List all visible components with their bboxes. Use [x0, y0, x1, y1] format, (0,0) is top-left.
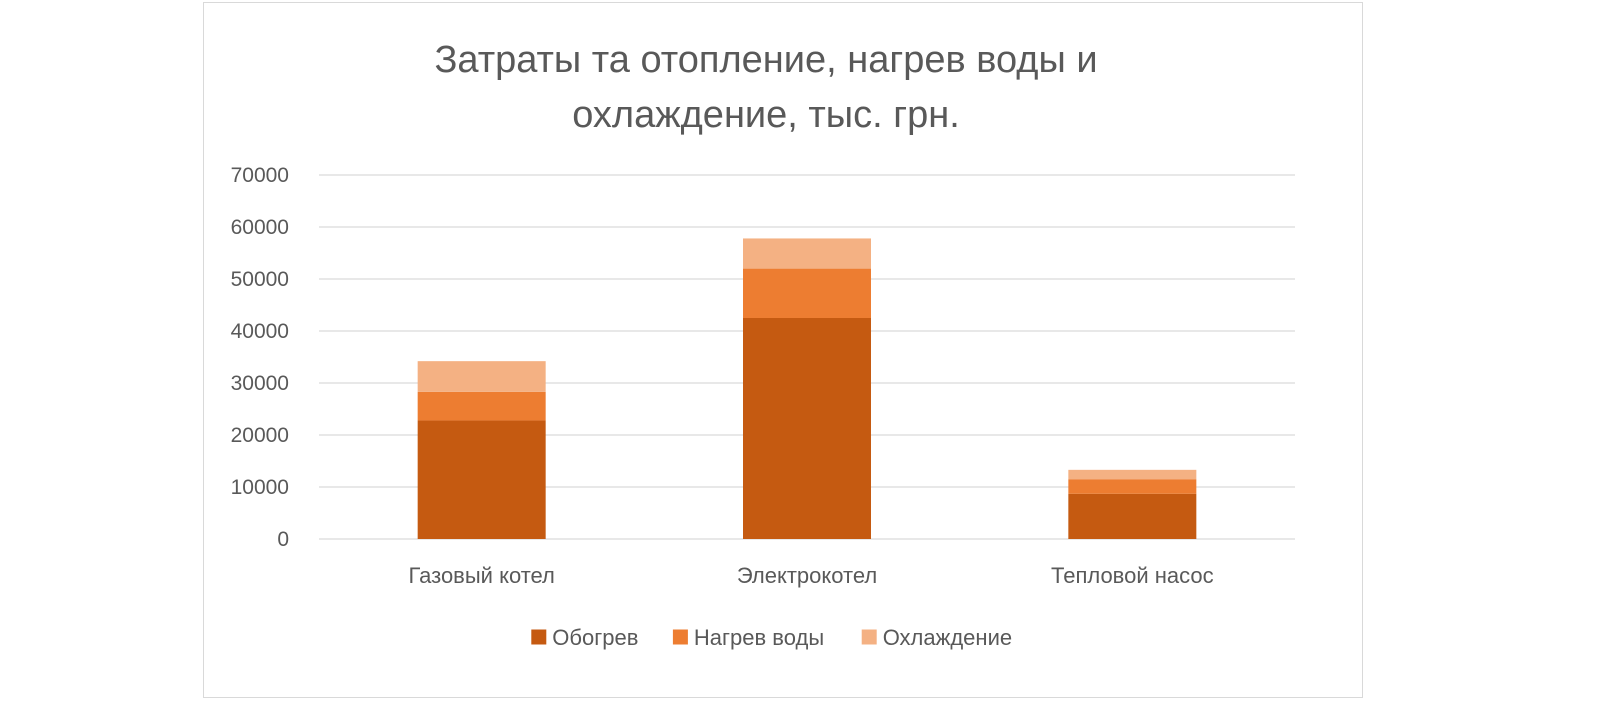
bar-segment	[417, 420, 546, 539]
x-category-label: Тепловой насос	[1051, 563, 1214, 588]
bar-segment	[1068, 479, 1197, 494]
bar-segment	[743, 268, 871, 318]
y-tick-label: 0	[277, 528, 289, 551]
chart-title-line-2: охлаждение, тыс. грн.	[572, 94, 960, 136]
y-tick-label: 60000	[231, 216, 289, 239]
y-tick-label: 20000	[231, 424, 289, 447]
bar-segment	[1068, 493, 1197, 539]
legend-swatch	[672, 629, 688, 645]
bar-segment	[417, 391, 546, 421]
legend-label: Обогрев	[552, 625, 638, 650]
x-axis-labels: Газовый котел Электрокотел Тепловой насос	[408, 563, 1213, 588]
bar-segment	[743, 238, 871, 269]
legend-label: Охлаждение	[883, 625, 1012, 650]
x-category-label: Газовый котел	[408, 563, 554, 588]
chart-title-line-1: Затраты та отопление, нагрев воды и	[434, 39, 1097, 81]
y-axis-ticks: 0 10000 20000 30000 40000 50000 60000 70000	[231, 164, 289, 551]
y-tick-label: 10000	[231, 476, 289, 499]
y-tick-label: 30000	[231, 372, 289, 395]
y-tick-label: 50000	[231, 268, 289, 291]
legend: Обогрев Нагрев воды Охлаждение	[531, 625, 1012, 650]
bar-segment	[417, 361, 546, 392]
chart-frame: Затраты та отопление, нагрев воды и охла…	[203, 2, 1363, 698]
legend-label: Нагрев воды	[694, 625, 824, 650]
bar-segment	[743, 318, 871, 539]
chart-svg: Затраты та отопление, нагрев воды и охла…	[231, 39, 1295, 650]
x-category-label: Электрокотел	[737, 563, 877, 588]
y-tick-label: 70000	[231, 164, 289, 187]
legend-swatch	[861, 629, 877, 645]
legend-swatch	[531, 629, 547, 645]
bar-segment	[1068, 469, 1197, 480]
y-tick-label: 40000	[231, 320, 289, 343]
bars	[417, 238, 1197, 539]
